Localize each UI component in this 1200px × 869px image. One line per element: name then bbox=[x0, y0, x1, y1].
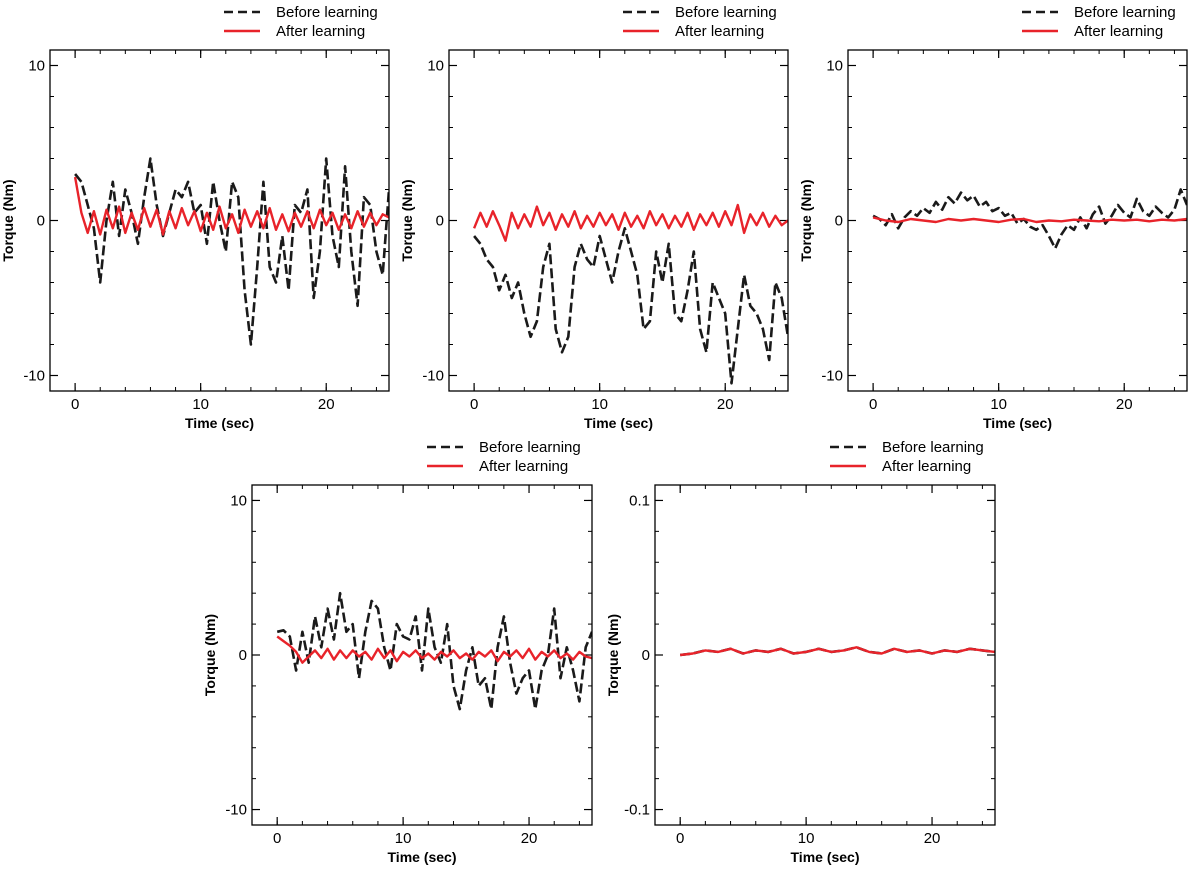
x-tick-label: 0 bbox=[71, 396, 79, 413]
x-tick-label: 20 bbox=[318, 396, 335, 413]
x-tick-label: 10 bbox=[192, 396, 209, 413]
legend-before-label: Before learning bbox=[479, 439, 581, 456]
after-learning-line bbox=[73, 176, 389, 236]
legend: Before learning After learning bbox=[623, 4, 777, 40]
x-tick-label: 10 bbox=[591, 396, 608, 413]
x-tick-label: 10 bbox=[395, 830, 412, 847]
after-learning-line bbox=[472, 203, 788, 242]
chart-panel-2: 0 10 20 -10 0 10 Time (sec) Torque (Nm) Before l… bbox=[399, 4, 789, 431]
y-tick-label: 0 bbox=[642, 647, 650, 664]
y-axis-title: Torque (Nm) bbox=[605, 614, 621, 696]
before-learning-line bbox=[473, 227, 788, 385]
legend-before-label: Before learning bbox=[675, 4, 777, 21]
x-tick-label: 10 bbox=[798, 830, 815, 847]
y-tick-label: 0.1 bbox=[629, 492, 650, 509]
legend-after-label: After learning bbox=[675, 23, 764, 40]
plot-frame bbox=[847, 49, 1188, 392]
legend-after-label: After learning bbox=[276, 23, 365, 40]
legend-before-label: Before learning bbox=[276, 4, 378, 21]
series-group bbox=[680, 645, 995, 657]
x-axis-title: Time (sec) bbox=[185, 415, 254, 431]
y-tick-label: -10 bbox=[225, 802, 247, 819]
series-group bbox=[872, 188, 1187, 250]
legend: Before learning After learning bbox=[427, 439, 581, 475]
y-tick-label: 0 bbox=[239, 647, 247, 664]
x-tick-label: 0 bbox=[470, 396, 478, 413]
x-tick-label: 20 bbox=[1116, 396, 1133, 413]
y-axis-title: Torque (Nm) bbox=[798, 179, 814, 261]
before-learning-line bbox=[276, 591, 592, 711]
series-group bbox=[276, 591, 592, 711]
x-tick-label: 10 bbox=[990, 396, 1007, 413]
x-tick-label: 20 bbox=[924, 830, 941, 847]
plot-frame bbox=[251, 484, 593, 826]
x-tick-label: 0 bbox=[273, 830, 281, 847]
y-axis-title: Torque (Nm) bbox=[202, 614, 218, 696]
chart-panel-5: 0 10 20 -0.1 0 0.1 Time (sec) Torque (Nm) Before… bbox=[605, 439, 996, 865]
legend: Before learning After learning bbox=[1022, 4, 1176, 40]
x-axis-title: Time (sec) bbox=[388, 849, 457, 865]
y-tick-label: -10 bbox=[422, 368, 444, 385]
x-tick-label: 0 bbox=[676, 830, 684, 847]
x-axis-title: Time (sec) bbox=[584, 415, 653, 431]
x-tick-label: 0 bbox=[869, 396, 877, 413]
y-tick-label: 0 bbox=[436, 213, 444, 230]
x-tick-label: 20 bbox=[717, 396, 734, 413]
chart-panel-3: 0 10 20 -10 0 10 Time (sec) Torque (Nm) Before l… bbox=[798, 4, 1188, 431]
after-learning-line bbox=[872, 216, 1187, 224]
y-tick-label: 0 bbox=[37, 213, 45, 230]
y-tick-label: -10 bbox=[23, 368, 45, 385]
legend: Before learning After learning bbox=[830, 439, 984, 475]
legend-after-label: After learning bbox=[882, 458, 971, 475]
legend-after-label: After learning bbox=[479, 458, 568, 475]
legend-before-label: Before learning bbox=[882, 439, 984, 456]
y-tick-label: 10 bbox=[427, 58, 444, 75]
after-learning-line bbox=[680, 646, 995, 657]
plot-frame bbox=[49, 49, 390, 392]
chart-panel-4: 0 10 20 -10 0 10 Time (sec) Torque (Nm) Before l… bbox=[202, 439, 593, 865]
x-axis-title: Time (sec) bbox=[983, 415, 1052, 431]
before-learning-line bbox=[74, 157, 389, 346]
x-axis-title: Time (sec) bbox=[791, 849, 860, 865]
y-tick-label: 10 bbox=[230, 492, 247, 509]
plot-frame bbox=[654, 484, 996, 826]
series-group bbox=[73, 157, 389, 346]
legend-after-label: After learning bbox=[1074, 23, 1163, 40]
y-axis-title: Torque (Nm) bbox=[0, 179, 16, 261]
y-axis-title: Torque (Nm) bbox=[399, 179, 415, 261]
legend: Before learning After learning bbox=[224, 4, 378, 40]
series-group bbox=[472, 203, 788, 385]
after-learning-line bbox=[276, 635, 592, 664]
chart-panel-1: 0 10 20 -10 0 10 Time (sec) Torque (Nm) Before l… bbox=[0, 4, 390, 431]
y-tick-label: 10 bbox=[826, 58, 843, 75]
y-tick-label: 10 bbox=[28, 58, 45, 75]
plot-frame bbox=[448, 49, 789, 392]
y-tick-label: -10 bbox=[821, 368, 843, 385]
y-tick-label: -0.1 bbox=[624, 802, 650, 819]
legend-before-label: Before learning bbox=[1074, 4, 1176, 21]
before-learning-line bbox=[872, 188, 1187, 250]
x-tick-label: 20 bbox=[521, 830, 538, 847]
y-tick-label: 0 bbox=[835, 213, 843, 230]
